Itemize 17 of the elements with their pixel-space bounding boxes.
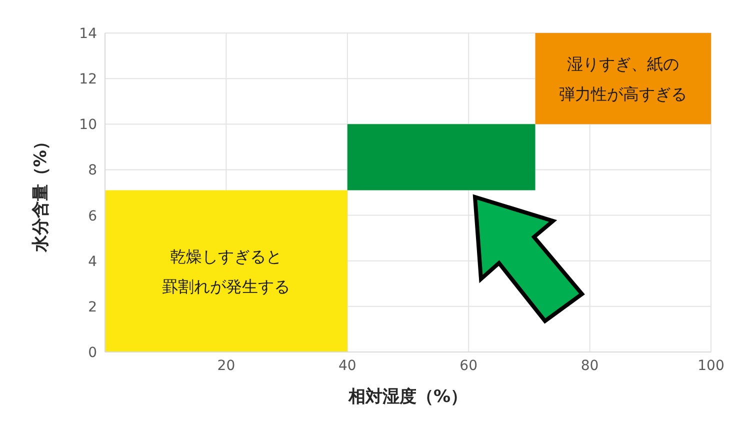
y-tick-label: 8	[88, 162, 97, 179]
y-tick-label: 12	[79, 72, 97, 88]
x-tick-label: 60	[460, 358, 478, 374]
y-tick-label: 6	[88, 208, 98, 224]
y-tick-label: 2	[88, 299, 97, 316]
y-tick-label: 4	[88, 254, 98, 270]
y-tick-label: 10	[79, 117, 97, 134]
x-tick-label: 20	[217, 358, 236, 374]
x-tick-label: 100	[698, 358, 724, 374]
y-tick-label: 0	[88, 344, 97, 361]
y-axis-title: 水分含量（%）	[31, 132, 52, 254]
annotation: 乾燥しすぎると罫割れが発生する	[162, 246, 290, 296]
annotation: 湿りすぎ、紙の弾力性が高すぎる	[559, 54, 688, 104]
x-axis-title: 相対湿度（%）	[347, 387, 468, 407]
x-tick-label: 40	[338, 358, 356, 374]
y-tick-label: 14	[79, 26, 98, 42]
x-tick-label: 80	[580, 358, 599, 374]
